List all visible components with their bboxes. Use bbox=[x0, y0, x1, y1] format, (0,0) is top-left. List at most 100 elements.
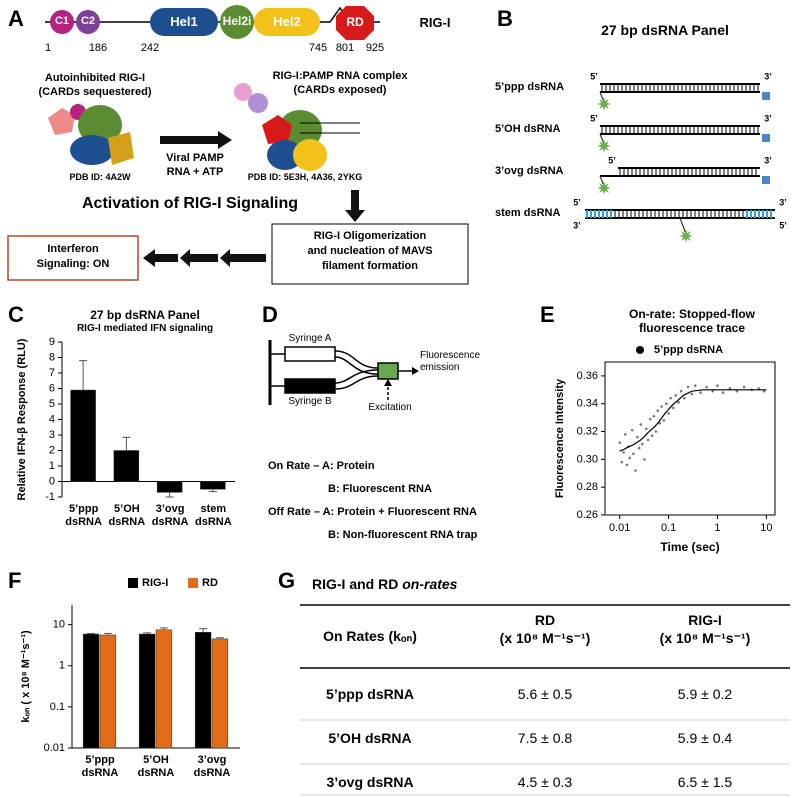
y-tick-label: 8 bbox=[49, 351, 55, 363]
strand-end: 5’ bbox=[779, 220, 787, 230]
fluorophore bbox=[597, 97, 611, 111]
y-tick-label: 6 bbox=[49, 382, 55, 394]
data-point bbox=[623, 433, 627, 436]
fit-line bbox=[619, 389, 767, 452]
linker bbox=[679, 217, 687, 235]
x-tick-label: 5’OH dsRNA bbox=[137, 754, 175, 780]
data-point bbox=[711, 389, 715, 393]
data-point bbox=[672, 406, 675, 410]
row-label: 5’OH dsRNA bbox=[495, 123, 561, 135]
emission-label: Fluorescence emission bbox=[420, 350, 481, 373]
panel-letter: F bbox=[8, 568, 22, 593]
x-tick-label: stem dsRNA bbox=[195, 503, 232, 529]
box-text: and nucleation of MAVS bbox=[307, 245, 433, 257]
data-point bbox=[654, 430, 658, 433]
data-point bbox=[674, 394, 678, 397]
x-tick-label: 5’ppp dsRNA bbox=[65, 503, 102, 529]
data-point bbox=[742, 385, 746, 389]
data-point bbox=[639, 423, 643, 426]
strand-end: 3’ bbox=[764, 71, 772, 81]
blob bbox=[267, 140, 303, 170]
x-tick-label: 1 bbox=[714, 522, 720, 534]
plot-frame bbox=[604, 361, 776, 516]
y-tick-label: 0.30 bbox=[577, 453, 598, 465]
protein-name: RIG-I bbox=[419, 15, 451, 30]
data-point bbox=[705, 385, 708, 389]
syringe bbox=[284, 346, 336, 362]
box bbox=[271, 223, 469, 285]
box-text: Signaling: ON bbox=[36, 258, 110, 270]
data-point bbox=[650, 434, 654, 438]
x-tick-label: 10 bbox=[760, 522, 772, 534]
data-point bbox=[620, 460, 624, 464]
data-point bbox=[658, 421, 662, 425]
title-italic: on-rates bbox=[402, 576, 458, 592]
blob bbox=[234, 83, 252, 101]
panel-letter: G bbox=[278, 568, 296, 593]
activation-heading: Activation of RIG-I Signaling bbox=[82, 195, 298, 212]
stopped-flow-diagram bbox=[268, 340, 412, 405]
panel-letter: D bbox=[262, 302, 278, 327]
residue-number: 1 bbox=[44, 42, 52, 54]
state-label: (CARDs exposed) bbox=[293, 84, 387, 96]
data-point bbox=[716, 384, 719, 387]
bar bbox=[113, 450, 140, 482]
residue-number: 242 bbox=[140, 42, 160, 54]
data-point bbox=[757, 387, 761, 390]
arrow bbox=[160, 131, 232, 149]
data-point bbox=[634, 469, 637, 472]
table-header: On Rates (kₒₙ) bbox=[323, 628, 417, 644]
strand-end: 3’ bbox=[573, 220, 581, 230]
domain-label: Hel2 bbox=[273, 14, 301, 29]
strand-end: 5’ bbox=[608, 155, 616, 165]
x-tick-label: 0.01 bbox=[609, 522, 630, 534]
strand-end: 5’ bbox=[590, 113, 598, 123]
panel-letter: C bbox=[8, 302, 24, 327]
data-point bbox=[662, 419, 666, 422]
data-point bbox=[641, 442, 644, 446]
domain-label: Hel1 bbox=[170, 14, 198, 29]
y-tick-label: 1 bbox=[59, 660, 65, 672]
row-label: stem dsRNA bbox=[495, 207, 561, 219]
protocol-line: Off Rate – A: Protein + Fluorescent RNA bbox=[268, 506, 477, 518]
pdb-id: PDB ID: 4A2W bbox=[69, 172, 131, 182]
data-point bbox=[632, 452, 635, 456]
biotin-tag bbox=[762, 134, 770, 142]
y-tick-label: 9 bbox=[49, 336, 55, 348]
data-point bbox=[645, 427, 648, 431]
legend-swatch bbox=[188, 578, 198, 588]
y-tick-label: 1 bbox=[49, 460, 55, 472]
domain-c1 bbox=[50, 10, 74, 34]
data-point bbox=[630, 428, 634, 432]
dsrna-ladder bbox=[300, 122, 360, 134]
data-point bbox=[699, 391, 702, 394]
data-point bbox=[637, 446, 641, 450]
data-point bbox=[618, 441, 622, 444]
table-header: RD bbox=[534, 612, 556, 628]
blob bbox=[70, 135, 114, 165]
y-axis-label: kₒₙ ( x 10⁸ M⁻¹s⁻¹) bbox=[20, 630, 32, 723]
domain-label: C1 bbox=[54, 15, 70, 27]
y-axis-label: Fluorescence Intensity bbox=[554, 378, 566, 498]
arrow bbox=[345, 190, 365, 222]
y-tick-label: 0.1 bbox=[50, 701, 65, 713]
title-text: RIG-I and RD bbox=[312, 576, 399, 592]
arrows bbox=[143, 249, 266, 267]
residue-number: 801 bbox=[335, 42, 355, 54]
domain-c2 bbox=[76, 10, 100, 34]
residue-number: 925 bbox=[365, 42, 385, 54]
blob bbox=[262, 115, 292, 144]
data-point bbox=[721, 391, 725, 394]
domain-hel1 bbox=[150, 8, 218, 36]
domain-label: C2 bbox=[80, 15, 96, 27]
syringe-label: Syringe B bbox=[288, 396, 332, 407]
x-tick-label: 5’OH dsRNA bbox=[108, 503, 146, 529]
row-label: 5’ppp dsRNA bbox=[495, 81, 565, 93]
y-tick-label: 0.28 bbox=[577, 481, 598, 493]
fluorophore bbox=[679, 229, 693, 243]
y-tick-label: 0 bbox=[49, 475, 55, 487]
data-point bbox=[686, 385, 690, 389]
trigger: Viral PAMP bbox=[166, 152, 224, 164]
legend-label: 5’ppp dsRNA bbox=[654, 344, 723, 356]
